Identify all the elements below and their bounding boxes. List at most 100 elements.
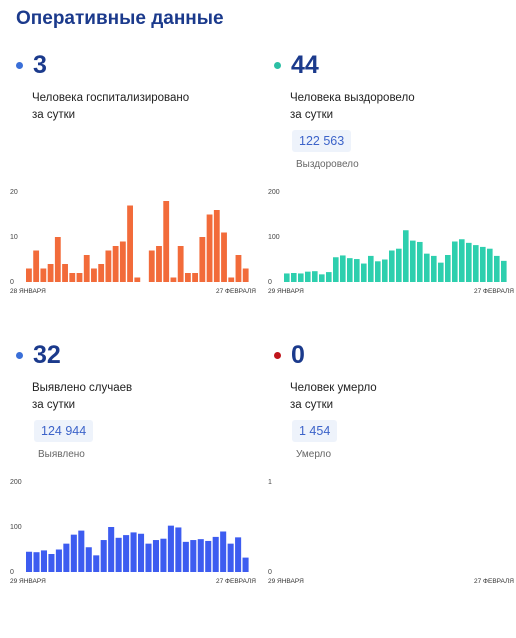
bar bbox=[199, 237, 206, 282]
bar bbox=[206, 214, 213, 282]
bar bbox=[26, 268, 32, 282]
bar bbox=[91, 268, 97, 282]
bar bbox=[160, 538, 167, 572]
bar bbox=[47, 264, 54, 282]
bar bbox=[119, 241, 126, 282]
bar bbox=[55, 549, 62, 572]
bar bbox=[326, 272, 332, 282]
bar bbox=[62, 264, 68, 282]
deaths-description: Человек умерло за сутки bbox=[290, 382, 377, 411]
bar bbox=[69, 273, 76, 282]
hospitalized-value: 3 bbox=[33, 50, 47, 79]
detected-description: Выявлено случаев за сутки bbox=[32, 382, 133, 411]
bar bbox=[184, 273, 191, 282]
bar bbox=[284, 273, 290, 282]
recovered-total-label: Выздоровело bbox=[296, 159, 359, 170]
bar bbox=[459, 239, 465, 282]
bar bbox=[220, 531, 227, 572]
bullet-dot-icon bbox=[274, 61, 281, 69]
bullet-dot-icon bbox=[16, 61, 23, 69]
deaths-total: 1 454 bbox=[292, 420, 338, 442]
bar bbox=[235, 255, 242, 282]
page-title: Оперативные данные bbox=[16, 8, 224, 29]
bar bbox=[63, 543, 70, 572]
bar bbox=[382, 259, 388, 282]
x-end-label: 27 ФЕВРАЛЯ bbox=[216, 578, 256, 585]
hospitalized-description: Человека госпитализировано за сутки bbox=[32, 92, 190, 121]
bar bbox=[494, 255, 500, 282]
bar bbox=[108, 527, 115, 572]
bar bbox=[40, 550, 47, 572]
bar bbox=[70, 534, 77, 572]
bar bbox=[138, 533, 145, 572]
bar bbox=[305, 271, 311, 282]
bar bbox=[98, 264, 105, 282]
deaths-panel: 0 Человек умерло за сутки 1 454 Умерло 0… bbox=[266, 338, 516, 638]
bar bbox=[100, 540, 107, 572]
y-tick-label: 0 bbox=[268, 569, 272, 576]
bar bbox=[152, 540, 159, 572]
detected-value: 32 bbox=[33, 340, 61, 369]
bar bbox=[228, 277, 235, 282]
x-end-label: 27 ФЕВРАЛЯ bbox=[474, 578, 514, 585]
bar bbox=[205, 540, 212, 572]
x-end-label: 27 ФЕВРАЛЯ bbox=[216, 288, 256, 295]
y-tick-label: 20 bbox=[10, 189, 18, 196]
bar bbox=[445, 255, 451, 282]
bar bbox=[156, 246, 162, 282]
bar bbox=[354, 259, 360, 282]
bar bbox=[501, 260, 507, 282]
bar bbox=[410, 240, 416, 282]
bar bbox=[182, 541, 189, 572]
bar bbox=[197, 539, 204, 572]
bar bbox=[78, 530, 85, 572]
detected-total: 124 944 bbox=[34, 420, 94, 442]
bar bbox=[48, 554, 55, 572]
bar bbox=[26, 551, 33, 572]
bar bbox=[190, 540, 197, 572]
stat-row: 3 bbox=[16, 50, 47, 80]
bar bbox=[212, 536, 219, 572]
x-start-label: 28 ЯНВАРЯ bbox=[10, 288, 46, 295]
y-tick-label: 0 bbox=[10, 569, 14, 576]
y-tick-label: 100 bbox=[268, 234, 280, 241]
deaths-value: 0 bbox=[291, 340, 305, 369]
bar bbox=[375, 261, 381, 282]
bar bbox=[368, 255, 374, 282]
bar bbox=[312, 271, 318, 282]
bar bbox=[396, 248, 402, 282]
recovered-chart: 0 100 200 29 ЯНВАРЯ 27 ФЕВРАЛЯ bbox=[268, 189, 514, 295]
recovered-value: 44 bbox=[291, 50, 319, 79]
bar bbox=[33, 552, 40, 572]
bar bbox=[167, 525, 174, 572]
recovered-panel: 44 Человека выздоровело за сутки 122 563… bbox=[266, 48, 516, 348]
bar bbox=[298, 273, 304, 282]
y-tick-label: 200 bbox=[268, 189, 280, 196]
deaths-total-label: Умерло bbox=[296, 449, 332, 460]
bar bbox=[83, 255, 90, 282]
bar bbox=[473, 245, 479, 282]
recovered-description: Человека выздоровело за сутки bbox=[290, 92, 415, 121]
bar bbox=[235, 537, 242, 572]
bar bbox=[438, 262, 444, 282]
bar bbox=[127, 205, 133, 282]
detected-panel: 32 Выявлено случаев за сутки 124 944 Выя… bbox=[8, 338, 258, 638]
bar bbox=[148, 250, 155, 282]
bar bbox=[480, 246, 486, 282]
deaths-chart: 0 1 29 ЯНВАРЯ 27 ФЕВРАЛЯ bbox=[268, 479, 514, 585]
bar bbox=[105, 250, 112, 282]
bar bbox=[123, 535, 130, 572]
y-tick-label: 200 bbox=[10, 479, 22, 486]
bar bbox=[487, 248, 493, 282]
bar bbox=[33, 250, 40, 282]
bar bbox=[452, 241, 458, 282]
y-tick-label: 100 bbox=[10, 524, 22, 531]
bar bbox=[221, 232, 227, 282]
detected-total-label: Выявлено bbox=[38, 449, 85, 460]
bar bbox=[177, 246, 184, 282]
bar bbox=[175, 527, 182, 572]
bar bbox=[40, 268, 47, 282]
y-tick-label: 0 bbox=[10, 279, 14, 286]
bar bbox=[431, 255, 437, 282]
bar bbox=[192, 273, 199, 282]
